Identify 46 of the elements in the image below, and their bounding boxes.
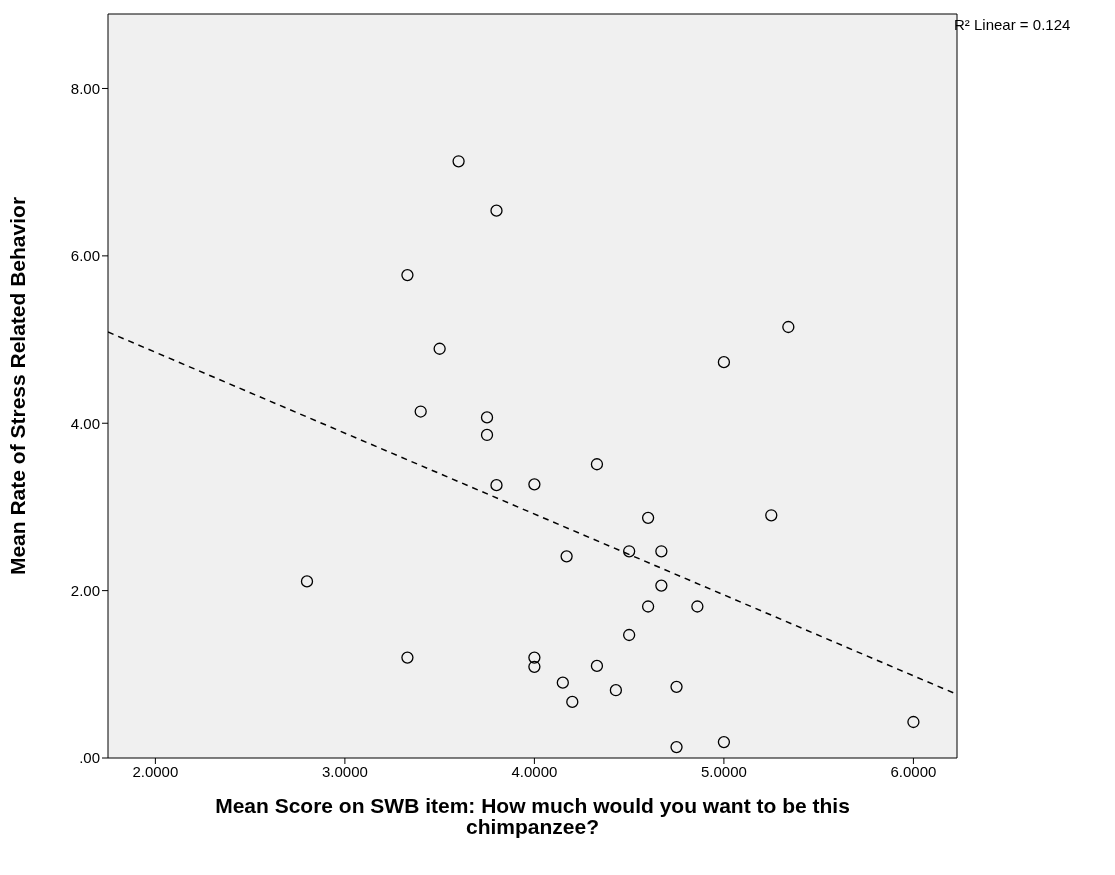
- point: [655, 545, 668, 558]
- point: [717, 735, 731, 749]
- point: [655, 579, 668, 592]
- point: [401, 651, 414, 664]
- x-axis-title: Mean Score on SWB item: How much would you want to be this chimpanzee?: [215, 794, 850, 838]
- point: [590, 659, 604, 673]
- point: [782, 320, 795, 334]
- x-tick-label: 4.0000: [511, 762, 558, 780]
- point: [490, 479, 503, 492]
- point: [907, 715, 920, 729]
- point: [609, 684, 623, 697]
- point: [717, 356, 731, 369]
- point: [414, 405, 427, 418]
- x-tick-label: 3.0000: [321, 762, 368, 780]
- point: [452, 155, 465, 168]
- point: [670, 680, 683, 694]
- point: [528, 651, 541, 664]
- x-tick-label: 2.0000: [132, 762, 179, 780]
- point: [566, 695, 579, 709]
- y-tick-label: .00: [79, 749, 100, 767]
- point: [765, 509, 778, 522]
- annotation: R² Linear = 0.124: [954, 16, 1071, 33]
- y-tick-label: 4.00: [70, 414, 100, 432]
- point: [556, 676, 569, 689]
- x-tick-label: 6.0000: [890, 762, 937, 780]
- point: [623, 545, 636, 558]
- x-tick-label: 5.0000: [700, 762, 747, 780]
- point: [590, 458, 604, 471]
- point: [623, 628, 636, 642]
- y-tick-label: 6.00: [70, 247, 100, 265]
- point: [670, 740, 683, 754]
- point: [641, 600, 655, 613]
- point: [528, 660, 541, 673]
- point: [490, 204, 503, 217]
- point: [480, 428, 494, 442]
- point: [401, 268, 414, 282]
- point: [641, 511, 655, 524]
- point: [528, 478, 541, 491]
- point: [300, 575, 314, 588]
- point: [560, 550, 573, 563]
- y-axis-title: Mean Rate of Stress Related Behavior: [6, 196, 30, 576]
- point: [691, 600, 704, 613]
- y-tick-label: 8.00: [70, 79, 100, 97]
- point: [433, 342, 446, 355]
- y-tick-label: 2.00: [70, 581, 100, 599]
- point: [480, 411, 494, 424]
